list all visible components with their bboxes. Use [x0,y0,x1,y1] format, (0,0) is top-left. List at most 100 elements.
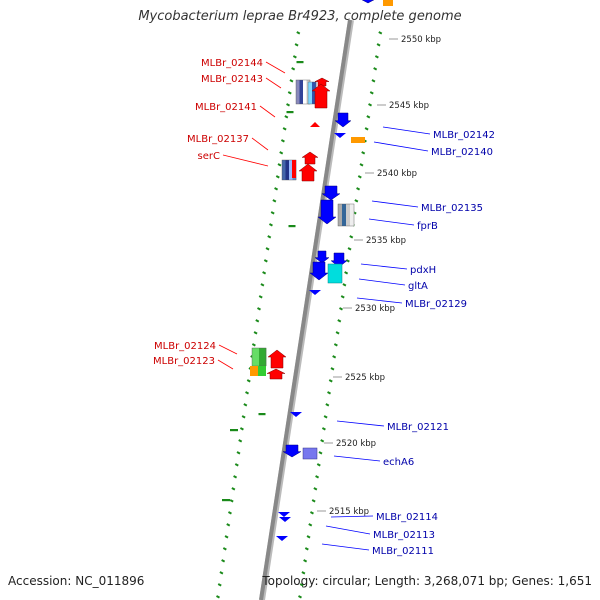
forward-gene-box-stripe [289,160,293,180]
track-tick [342,283,347,287]
track-tick [357,175,362,179]
green-gene-box [258,366,266,376]
track-tick [294,43,299,47]
reverse-gene-box-stripe [338,204,343,226]
track-tick [349,235,354,239]
orange-gene-box [250,366,258,376]
reverse-gene-box-stripe [346,204,351,226]
gene-callout-line [321,543,370,551]
track-tick [303,559,308,563]
reverse-gene-arrow [321,185,341,201]
track-tick [315,475,320,479]
track-tick [316,463,321,467]
gene-label: serC [198,151,220,162]
reverse-gene-arrow [334,112,352,128]
ruler-label: 2540 kbp [377,169,417,179]
track-tick [344,271,349,275]
gene-callout-line [333,455,381,462]
track-tick [340,295,345,299]
reverse-gene-arrow [309,261,329,281]
track-tick [368,103,373,107]
ruler-label: 2525 kbp [345,373,385,383]
track-tick [299,583,304,587]
track-tick [229,499,234,503]
forward-gene-box-stripe [312,82,317,104]
track-tick [347,247,352,251]
reverse-gene-arrow [317,199,337,225]
track-tick [282,127,287,131]
gene-label: MLBr_02141 [195,102,257,113]
track-tick [345,259,350,263]
track-tick [327,391,332,395]
track-tick [291,67,296,71]
track-tick [309,511,314,515]
gene-label: MLBr_02121 [387,422,449,433]
track-tick [238,439,243,443]
cyan-gene-box [327,263,343,284]
green-gene-box-stripe [259,348,267,366]
track-tick [286,111,294,114]
forward-gene-box-stripe [282,160,286,180]
track-tick [304,547,309,551]
track-tick [226,523,231,527]
track-tick [292,55,297,59]
ruler-label: 2520 kbp [336,439,376,449]
track-tick [364,127,369,131]
track-tick [371,79,376,83]
track-tick [373,67,378,71]
forward-gene-arrow [267,349,287,369]
track-tick [230,429,238,432]
ruler-label: 2515 kbp [329,507,369,517]
track-tick [321,427,326,431]
track-tick [323,415,328,419]
track-tick [268,223,273,227]
ruler-label: 2550 kbp [401,35,441,45]
track-tick [272,199,277,203]
purple-gene-box [302,447,318,460]
track-tick [330,367,335,371]
reverse-gene-arrow [361,0,375,4]
track-tick [289,79,294,83]
track-tick [216,595,220,599]
track-tick [298,595,302,599]
forward-gene-box-stripe [285,160,290,180]
track-tick [270,211,275,215]
reverse-gene-arrow [279,517,291,522]
reverse-gene-arrow [309,290,321,295]
gene-callout-line [330,515,374,518]
gene-callout-line [336,420,385,427]
ruler-label: 2535 kbp [366,236,406,246]
track-tick [239,427,244,431]
forward-gene-arrow [310,122,320,127]
reverse-gene-box-outline [337,203,355,227]
track-tick [253,331,258,335]
gene-label: gltA [408,281,428,292]
track-tick [265,247,270,251]
gene-label: MLBr_02143 [201,74,263,85]
gene-label: MLBr_02124 [154,341,216,352]
track-tick [339,307,343,311]
track-tick [296,61,304,64]
reverse-gene-arrow [314,250,330,264]
track-tick [274,187,279,191]
gene-label: MLBr_02123 [153,356,215,367]
track-tick [320,439,325,443]
track-tick [236,451,241,455]
gene-label: MLBr_02142 [433,130,495,141]
track-tick [366,115,371,119]
gene-label: MLBr_02113 [373,530,435,541]
track-tick [369,91,374,95]
track-tick [246,379,251,383]
gene-callout-line [325,525,371,535]
track-tick [267,235,272,239]
track-tick [280,139,285,143]
track-tick [301,571,306,575]
green-gene-box-stripe [252,348,260,366]
track-tick [333,343,338,347]
ruler-label: 2545 kbp [389,101,429,111]
track-tick [260,283,265,287]
track-tick [288,225,296,228]
reverse-gene-arrow [276,536,288,541]
track-tick [359,163,364,167]
